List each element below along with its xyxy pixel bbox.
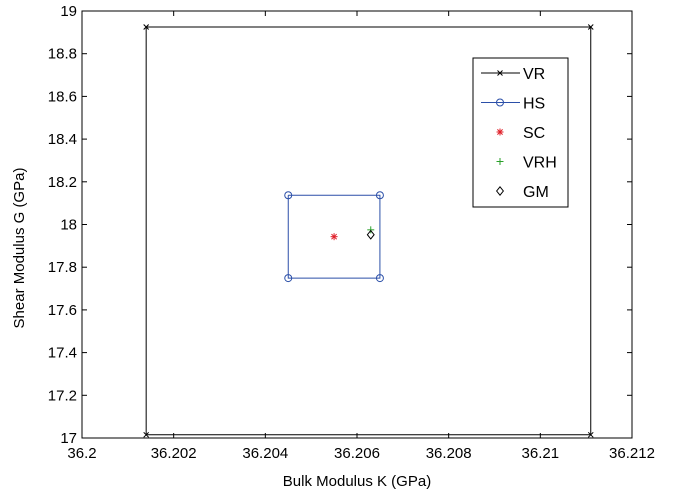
series-line-hs	[287, 194, 381, 279]
legend-marker-vrh	[496, 158, 504, 165]
series-gm	[366, 229, 375, 240]
x-tick-label: 36.208	[426, 445, 472, 462]
legend: VR HS SC VRH GM	[472, 57, 569, 208]
legend-item-vr: VR	[481, 66, 545, 83]
y-tick-label: 18.4	[48, 131, 77, 148]
data-point-vr-2	[587, 431, 594, 438]
y-tick-label: 17	[60, 430, 77, 447]
data-point-vr-1	[587, 24, 594, 30]
legend-box	[472, 57, 569, 208]
series-hs	[284, 191, 384, 283]
y-tick-label: 17.2	[48, 387, 77, 404]
y-axis-label: Shear Modulus G (GPa)	[11, 168, 28, 329]
y-tick-label: 18.6	[48, 88, 77, 105]
legend-marker-hs	[496, 98, 504, 107]
y-tick-label: 18	[60, 217, 77, 234]
x-axis-label: Bulk Modulus K (GPa)	[283, 473, 431, 490]
data-point-hs-3	[284, 274, 293, 283]
y-tick-label: 17.4	[48, 345, 77, 362]
x-tick-label: 36.21	[522, 445, 560, 462]
legend-item-hs: HS	[481, 96, 545, 113]
legend-item-vrh: VRH	[496, 155, 557, 172]
data-point-hs-1	[375, 191, 384, 200]
data-point-hs-2	[375, 274, 384, 283]
y-tick-label: 19	[60, 3, 77, 20]
y-tick-label: 17.6	[48, 302, 77, 319]
y-tick-label: 17.8	[48, 259, 77, 276]
legend-label-gm: GM	[523, 184, 549, 201]
legend-marker-gm	[495, 185, 505, 197]
data-point-vr-3	[143, 431, 150, 438]
data-point-gm-0	[366, 229, 375, 240]
legend-item-sc: SC	[496, 125, 545, 142]
axes: 36.2 36.202 36.204 36.206 36.208 36.21 36.212 1…	[48, 3, 655, 462]
data-point-sc-0	[330, 233, 338, 241]
data-point-hs-0	[284, 191, 293, 200]
legend-label-vrh: VRH	[523, 155, 557, 172]
plot-area	[143, 24, 594, 438]
legend-label-hs: HS	[523, 96, 545, 113]
legend-label-vr: VR	[523, 66, 545, 83]
series-vr	[143, 24, 594, 438]
x-tick-label: 36.206	[334, 445, 380, 462]
x-tick-label: 36.2	[67, 445, 96, 462]
y-tick-label: 18.8	[48, 46, 77, 63]
data-point-vr-0	[143, 24, 150, 30]
legend-marker-sc	[496, 128, 504, 136]
legend-label-sc: SC	[523, 125, 545, 142]
y-tick-label: 18.2	[48, 174, 77, 191]
legend-marker-vr	[497, 70, 503, 76]
series-sc	[330, 233, 338, 241]
x-tick-label: 36.202	[151, 445, 197, 462]
x-tick-label: 36.204	[242, 445, 288, 462]
legend-item-gm: GM	[495, 184, 549, 201]
x-tick-label: 36.212	[609, 445, 655, 462]
